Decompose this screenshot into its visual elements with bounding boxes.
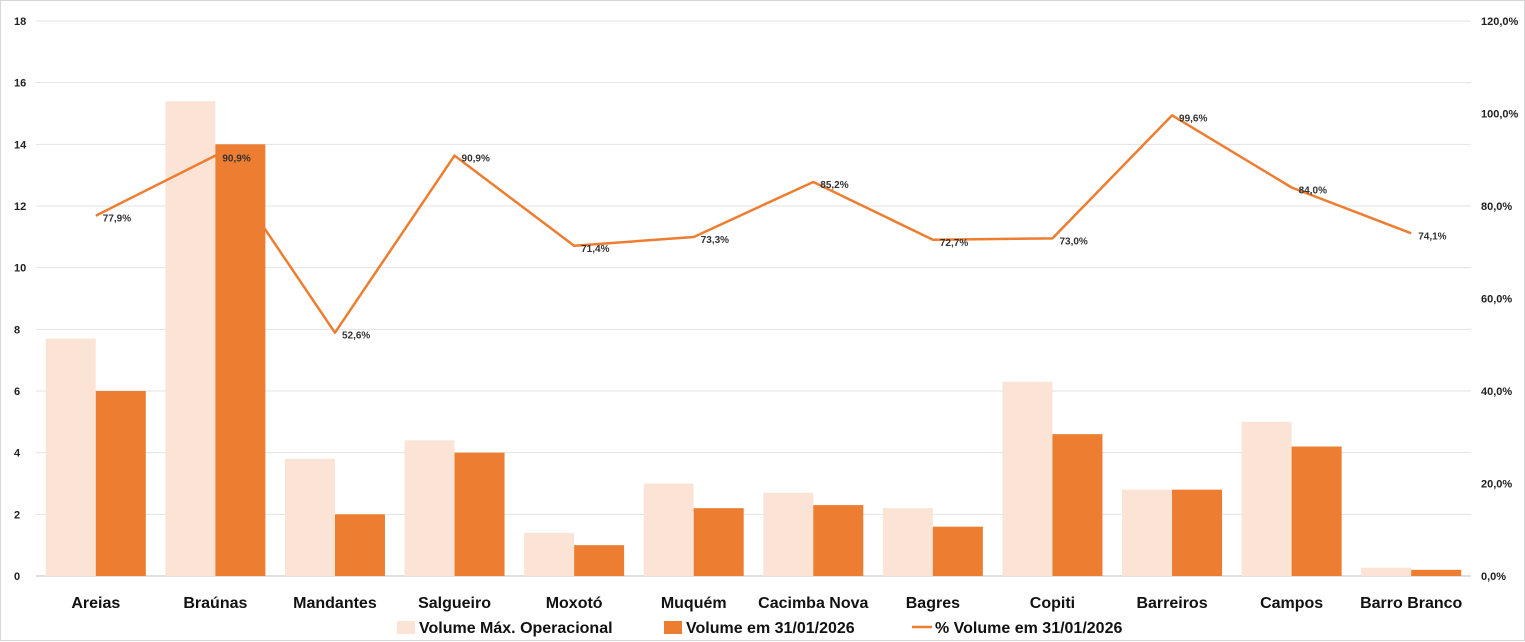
bar-max-volume (1122, 489, 1173, 576)
y2-tick-label: 120,0% (1481, 16, 1519, 28)
y-tick-label: 4 (14, 448, 21, 460)
bar-current-volume (95, 391, 146, 576)
bar-current-volume (454, 452, 505, 576)
percent-data-label: 99,6% (1179, 113, 1207, 124)
percent-data-label: 77,9% (103, 214, 131, 225)
legend-label-percent: % Volume em 31/01/2026 (935, 620, 1122, 637)
y-tick-label: 14 (14, 139, 27, 151)
x-tick-label: Copiti (1030, 595, 1075, 612)
percent-data-label: 71,4% (581, 244, 609, 255)
x-tick-label: Mandantes (293, 595, 377, 612)
y-tick-label: 10 (14, 263, 26, 275)
percent-data-label: 85,2% (820, 180, 848, 191)
y-tick-label: 2 (14, 509, 20, 521)
y-tick-label: 18 (14, 16, 26, 28)
bar-max-volume (1002, 381, 1053, 576)
bar-max-volume (763, 492, 814, 576)
y2-tick-label: 0,0% (1481, 571, 1506, 583)
bar-max-volume (524, 532, 575, 576)
bar-max-volume (284, 458, 335, 576)
x-tick-label: Salgueiro (418, 595, 491, 612)
x-tick-label: Moxotó (546, 595, 603, 612)
y2-tick-label: 100,0% (1481, 109, 1519, 121)
x-tick-label: Braúnas (183, 595, 247, 612)
bar-max-volume (643, 483, 694, 576)
bar-current-volume (1052, 434, 1103, 576)
bar-current-volume (932, 526, 983, 576)
y2-tick-label: 40,0% (1481, 386, 1512, 398)
percent-data-label: 73,0% (1059, 236, 1087, 247)
percent-data-label: 72,7% (940, 238, 968, 249)
bar-max-volume (882, 508, 933, 576)
y-tick-label: 16 (14, 78, 26, 90)
x-tick-label: Bagres (906, 595, 960, 612)
y-tick-label: 0 (14, 571, 20, 583)
bar-max-volume (1241, 421, 1292, 576)
percent-data-label: 84,0% (1299, 186, 1327, 197)
y-tick-label: 12 (14, 201, 26, 213)
legend-label-current-volume: Volume em 31/01/2026 (686, 620, 855, 637)
y2-tick-label: 60,0% (1481, 294, 1512, 306)
bar-current-volume (1172, 489, 1223, 576)
percent-data-label: 74,1% (1418, 231, 1446, 242)
y2-tick-label: 80,0% (1481, 201, 1512, 213)
x-tick-label: Campos (1260, 595, 1323, 612)
bar-max-volume (45, 338, 96, 576)
percent-data-label: 73,3% (701, 235, 729, 246)
percent-line (95, 114, 1412, 334)
x-tick-label: Muquém (661, 595, 727, 612)
bar-current-volume (1291, 446, 1342, 576)
bar-current-volume (813, 505, 864, 576)
bar-current-volume (574, 545, 625, 576)
y2-tick-label: 20,0% (1481, 479, 1512, 491)
x-tick-label: Barro Branco (1360, 595, 1462, 612)
bar-max-volume (404, 440, 455, 576)
percent-data-label: 90,9% (222, 154, 250, 165)
bar-max-volume (165, 101, 216, 577)
legend-label-max-volume: Volume Máx. Operacional (419, 620, 613, 637)
x-tick-label: Areias (71, 595, 120, 612)
x-tick-label: Cacimba Nova (758, 595, 868, 612)
y-tick-label: 6 (14, 386, 20, 398)
bar-current-volume (334, 514, 385, 576)
legend-swatch-max-volume (397, 621, 415, 634)
percent-data-label: 90,9% (462, 154, 490, 165)
bar-current-volume (215, 144, 266, 577)
percent-data-label: 52,6% (342, 331, 370, 342)
bar-current-volume (1411, 569, 1462, 576)
bar-max-volume (1361, 567, 1412, 576)
y-tick-label: 8 (14, 324, 20, 336)
bar-current-volume (693, 508, 744, 576)
x-tick-label: Barreiros (1136, 595, 1207, 612)
legend-swatch-current-volume (664, 621, 682, 634)
